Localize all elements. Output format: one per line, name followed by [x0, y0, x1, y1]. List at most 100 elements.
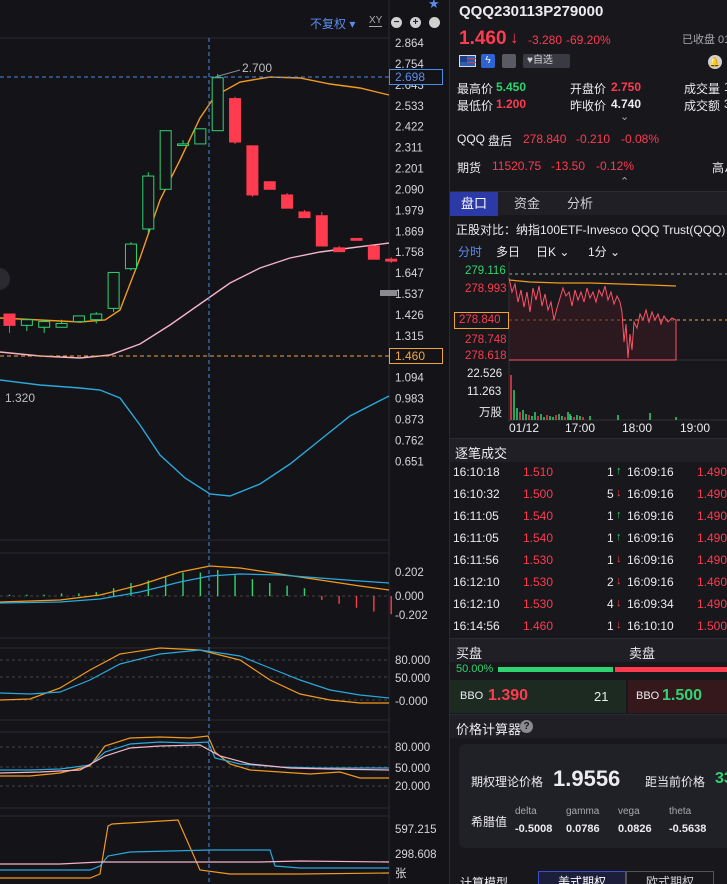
tab-capital[interactable]: 资金: [514, 196, 541, 211]
subtab-multiday[interactable]: 多日: [496, 245, 521, 259]
futures-pct: -0.12%: [596, 159, 635, 173]
candle: [263, 181, 276, 190]
high-label: 最高价: [457, 82, 494, 96]
time-tick-2: 18:00: [622, 421, 653, 435]
last-price: 1.460: [459, 28, 507, 49]
tab-analysis[interactable]: 分析: [567, 196, 594, 211]
trade-row: 16:14:56 1.460 1 ↓ 16:10:10 1.500: [450, 616, 727, 638]
time-tick-3: 19:00: [680, 421, 711, 435]
lightning-icon[interactable]: ϟ: [481, 54, 495, 68]
zoom-in-button[interactable]: +: [410, 17, 421, 28]
indicator-axis-tick: 张: [395, 867, 407, 880]
price-axis-tick: 1.647: [395, 268, 424, 280]
candle: [211, 73, 224, 132]
ask-label: 卖盘: [629, 646, 656, 661]
european-option-button[interactable]: 欧式期权: [626, 871, 714, 884]
trade-time: 16:14:56: [453, 619, 500, 633]
indicator-axis-tick: 0.000: [395, 591, 424, 603]
volume-label: 成交量: [684, 82, 721, 96]
help-icon[interactable]: ?: [520, 720, 533, 733]
underlying-price-line: [508, 277, 677, 361]
trade-direction-icon: ↓: [616, 597, 622, 609]
theory-price-value: 1.9556: [553, 766, 621, 791]
favorite-star-icon[interactable]: ★: [428, 0, 440, 11]
kline-chart-canvas[interactable]: 2.8642.7542.6432.5332.4222.3112.2012.090…: [0, 0, 449, 884]
trade-price: 1.530: [523, 575, 554, 589]
candle: [367, 245, 380, 260]
candle: [159, 130, 172, 190]
calculator-header: 价格计算器 ?: [450, 714, 727, 738]
subtab-1min[interactable]: 1分 ⌄: [588, 245, 621, 259]
after-hours-price: 278.840: [523, 132, 567, 146]
candle: [281, 193, 294, 209]
low-value: 1.200: [496, 97, 527, 111]
band-lower-line: [0, 379, 390, 497]
price-axis-tick: 2.201: [395, 164, 424, 176]
price-axis-tick: 2.422: [395, 122, 424, 134]
kline-chart[interactable]: 2.864 2.754 2.643 2.533 2.422 2.311 2.201 2.090…: [0, 0, 449, 884]
note-icon[interactable]: [502, 54, 516, 68]
bid-label: 买盘: [456, 646, 483, 661]
price-axis-tick: 1.869: [395, 226, 424, 238]
low-price-label: 1.320: [5, 391, 36, 405]
trade-price-right: 1.490: [697, 597, 727, 611]
zoom-out-button[interactable]: −: [391, 17, 402, 28]
expand-chevron-icon[interactable]: ⌄: [620, 111, 630, 123]
candle: [246, 145, 259, 197]
add-watchlist-button[interactable]: ♥自选: [523, 54, 570, 68]
calculator-title: 价格计算器: [456, 722, 522, 737]
subtab-daily-k[interactable]: 日K ⌄: [536, 245, 570, 259]
adjust-mode-dropdown[interactable]: 不复权 ▾: [310, 17, 356, 31]
crosshair: [0, 38, 389, 884]
trade-row: 16:11:56 1.530 1 ↓ 16:09:16 1.490: [450, 550, 727, 572]
bid-qty: 21: [594, 689, 609, 704]
prev-close-value: 4.740: [611, 97, 642, 111]
greeks-label: 希腊值: [471, 815, 508, 829]
vol-line-blue: [0, 849, 389, 871]
price-axis-tick: 2.533: [395, 101, 424, 113]
bid-bbo-row[interactable]: BBO 1.390 21: [450, 680, 626, 713]
ask-price: 1.500: [662, 687, 703, 704]
macd-dea-line: [0, 573, 390, 604]
candle: [90, 312, 103, 324]
greek-value: 0.0786: [566, 823, 600, 835]
kdj-d-line: [0, 649, 390, 699]
distance-label: 距当前价格: [645, 775, 706, 789]
trade-price-right: 1.500: [697, 619, 727, 633]
tab-orderbook[interactable]: 盘口: [450, 192, 498, 216]
zoom-reset-button[interactable]: [429, 17, 440, 28]
trades-header: 逐笔成交: [450, 438, 727, 462]
trade-direction-icon: ↓: [616, 553, 622, 565]
collapse-handle[interactable]: [0, 268, 10, 290]
futures-label: 期货: [457, 161, 482, 175]
market-status: 已收盘 01,: [682, 34, 727, 46]
option-symbol: QQQ230113P279000: [459, 3, 604, 20]
indicator-axis-tick: -0.000: [395, 696, 428, 708]
trade-price-right: 1.490: [697, 531, 727, 545]
trade-time: 16:10:18: [453, 465, 500, 479]
time-tick-1: 17:00: [565, 421, 596, 435]
trade-qty: 1: [607, 531, 614, 545]
xy-toggle[interactable]: XY: [369, 15, 383, 27]
quote-panel: QQQ230113P279000 1.460 ↓ -3.280 -69.20% …: [449, 0, 727, 884]
alert-bell-icon[interactable]: 🔔: [708, 55, 722, 69]
subtab-intraday[interactable]: 分时: [458, 245, 483, 259]
underlying-volume-bars: [510, 375, 677, 420]
bid-pct: 50.00%: [456, 663, 494, 675]
underlying-intraday-chart[interactable]: [450, 262, 727, 437]
open-label: 开盘价: [570, 82, 607, 96]
trade-price: 1.460: [523, 619, 554, 633]
indicator-axis-tick: 50.000: [395, 763, 430, 775]
american-option-button[interactable]: 美式期权: [538, 871, 626, 884]
trade-time: 16:11:05: [453, 531, 499, 545]
ask-bbo-row[interactable]: BBO 1.500: [628, 680, 727, 713]
collapse-chevron-icon[interactable]: ⌃: [620, 176, 630, 188]
price-axis-tick: 1.315: [395, 331, 424, 343]
scroll-handle[interactable]: [380, 290, 397, 296]
price-axis-tick: 2.090: [395, 184, 424, 196]
trade-qty: 1: [607, 619, 614, 633]
underlying-tick-current: 278.840: [454, 312, 509, 329]
price-axis-tick: 1.537: [395, 289, 424, 301]
indicator-axis-tick: -0.202: [395, 610, 428, 622]
candle: [72, 315, 85, 323]
